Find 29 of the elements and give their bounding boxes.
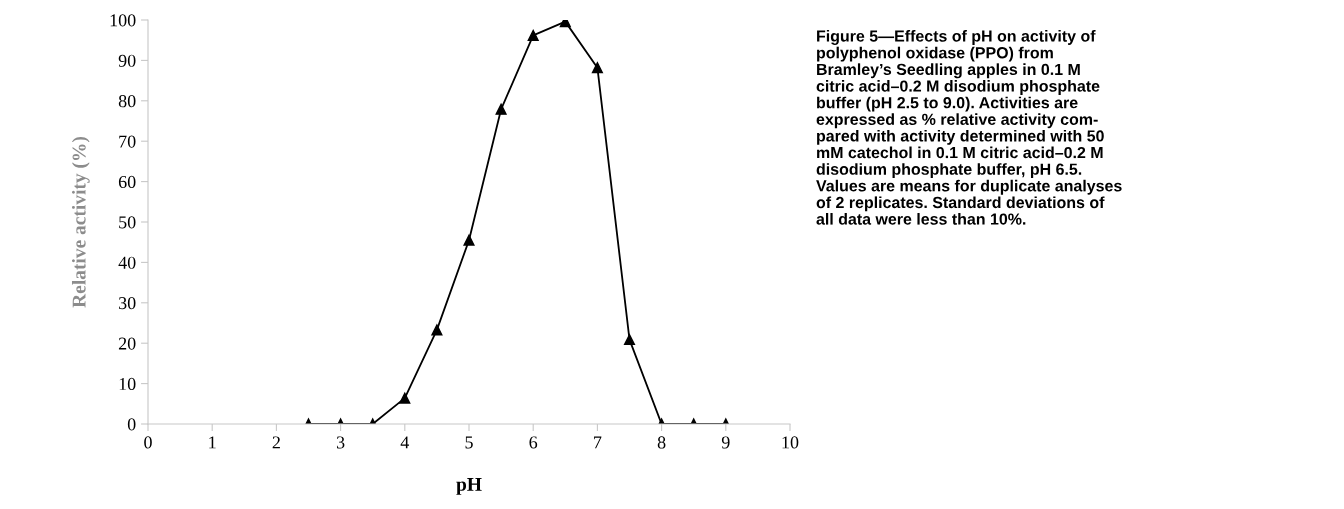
point: [495, 103, 507, 115]
x-tick-label: 5: [465, 436, 473, 449]
y-tick-label: 80: [118, 95, 136, 108]
point: [527, 29, 539, 41]
y-tick-label: 40: [118, 256, 136, 269]
x-axis-title: pH: [456, 477, 482, 495]
x-tick-label: 9: [721, 436, 730, 449]
y-tick-label: 100: [110, 14, 136, 27]
x-tick-label: 2: [272, 436, 280, 449]
x-tick-label: 6: [529, 436, 538, 449]
y-axis-title: Relative activity (%): [71, 137, 90, 308]
x-tick-label: 10: [782, 436, 799, 449]
y-tick-label: 30: [119, 297, 136, 310]
y-tick-label: 70: [119, 135, 136, 148]
y-tick-label: 50: [119, 216, 136, 229]
y-tick-label: 20: [118, 337, 136, 350]
point: [463, 234, 475, 246]
y-tick-label: 90: [118, 54, 136, 67]
x-tick-label: 3: [336, 436, 345, 449]
x-tick-label: 0: [144, 436, 152, 449]
x-tick-label: 4: [400, 436, 410, 449]
text: Figure 5—Effects of pH on activity of polyphenol oxidase (PPO) from Bramley’s Seedling apples in 0.1 M citric acid–0.2 M disodium phosphate buffer (pH 2.5 to 9.0). Activities are expressed as % relative activity com- pared with activity determined with 50 mM catechol in 0.1 M citric acid–0.2 M disodium phosphate buffer, pH 6.5. Values are means for duplicate analyses of 2 replicates. Standard deviations of all data were less than 10%.: [816, 30, 1122, 225]
x-tick-label: 8: [657, 436, 666, 449]
y-tick-label: 0: [127, 418, 136, 431]
y-tick-label: 10: [119, 377, 136, 391]
point: [591, 62, 603, 74]
x-tick-label: 7: [594, 436, 602, 449]
x-tick-label: 1: [209, 436, 216, 449]
y-tick-label: 60: [118, 175, 136, 189]
